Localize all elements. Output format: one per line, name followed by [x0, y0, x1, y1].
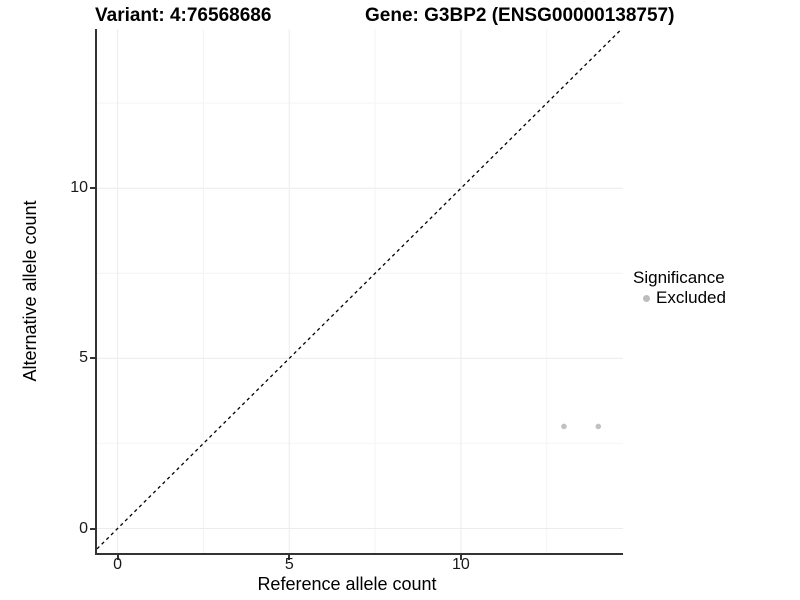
- y-tick-label: 0: [79, 519, 88, 537]
- x-tick: [288, 555, 291, 560]
- legend: Significance Excluded: [633, 268, 726, 308]
- y-tick: [90, 187, 95, 190]
- x-tick: [459, 555, 462, 560]
- identity-line: [97, 29, 623, 550]
- x-tick: [116, 555, 119, 560]
- data-point: [561, 423, 567, 430]
- plot-canvas: [97, 29, 623, 553]
- x-tick-label: 10: [452, 556, 470, 573]
- legend-point-icon: [643, 294, 650, 302]
- x-tick-label: 0: [113, 556, 123, 573]
- legend-title: Significance: [633, 268, 725, 287]
- plot-title-gene: Gene: G3BP2 (ENSG00000138757): [365, 5, 675, 26]
- y-tick: [90, 357, 95, 360]
- y-tick-label: 10: [70, 179, 88, 197]
- y-tick: [90, 527, 95, 530]
- legend-item-excluded: Excluded: [633, 288, 726, 308]
- plot-title-variant: Variant: 4:76568686: [95, 5, 272, 26]
- x-tick-label: 5: [284, 556, 294, 573]
- plot-panel: [95, 29, 623, 555]
- y-axis-title: Alternative allele count: [20, 200, 40, 382]
- y-tick-label: 5: [79, 349, 88, 367]
- x-axis-title: Reference allele count: [257, 574, 437, 594]
- legend-item-label: Excluded: [656, 288, 726, 307]
- data-point: [595, 423, 602, 430]
